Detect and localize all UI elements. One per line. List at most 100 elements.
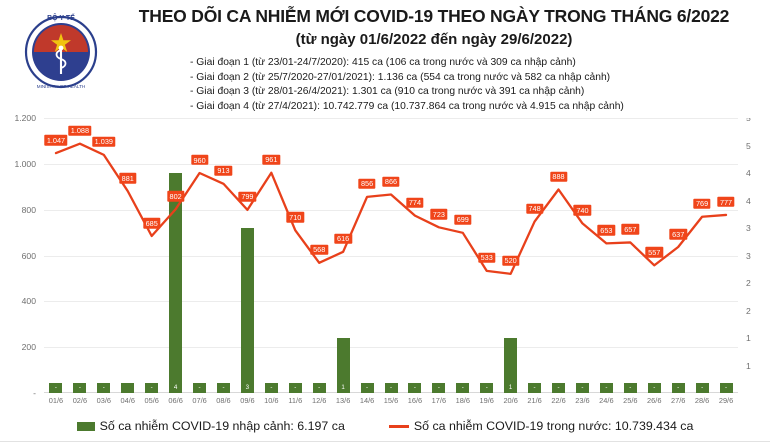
line-value-label: 710 xyxy=(286,212,304,223)
gridline xyxy=(44,209,738,211)
bar xyxy=(695,383,709,393)
x-tick-label: 20/6 xyxy=(503,396,518,405)
bar-value-label: - xyxy=(366,384,369,391)
line-series-domestic-cases xyxy=(54,142,728,275)
bar-value-label: - xyxy=(701,384,704,391)
gridline xyxy=(44,301,738,303)
bar xyxy=(97,383,111,393)
y-tick-left: 1.200 xyxy=(14,113,36,123)
bar-value-label: - xyxy=(581,384,584,391)
bar-value-label: - xyxy=(198,384,201,391)
line-value-label: 748 xyxy=(525,203,544,214)
note-phase-2: - Giai đoạn 2 (từ 25/7/2020-27/01/2021):… xyxy=(190,71,611,83)
bar xyxy=(504,338,518,393)
bar-value-label: - xyxy=(150,384,153,391)
bar-value-label: - xyxy=(389,384,393,391)
x-tick-label: 11/6 xyxy=(288,396,303,405)
y-tick-right: 4 xyxy=(746,168,751,178)
y-tick-left: 200 xyxy=(21,342,36,353)
line-value-label: 961 xyxy=(262,154,281,166)
bar xyxy=(360,383,374,393)
legend-label-entry-cases: Số ca nhiễm COVID-19 nhập cảnh: 6.197 ca xyxy=(99,419,345,433)
line-value-label: 960 xyxy=(190,154,209,166)
line-value-label: 1.047 xyxy=(44,134,68,146)
x-tick-label: 02/6 xyxy=(72,396,88,405)
bar-value-label: - xyxy=(270,384,273,391)
y-tick-right: 1 xyxy=(746,333,751,343)
y-tick-left: 1.000 xyxy=(14,158,36,169)
line-value-label: 568 xyxy=(310,244,328,256)
bar xyxy=(145,383,159,393)
bar xyxy=(169,173,183,393)
bar-value-label: - xyxy=(461,384,464,391)
gridline xyxy=(44,347,738,349)
bar xyxy=(73,383,87,393)
x-tick-label: 26/6 xyxy=(647,396,662,405)
bar-value-label: - xyxy=(653,384,656,391)
line-value-label: 699 xyxy=(454,214,472,226)
chart-legend: Số ca nhiễm COVID-19 nhập cảnh: 6.197 ca… xyxy=(0,419,770,433)
line-value-label: 769 xyxy=(693,198,711,210)
x-tick-label: 25/6 xyxy=(623,396,638,405)
x-tick-label: 05/6 xyxy=(144,396,159,405)
line-value-label: 802 xyxy=(166,190,185,202)
bar-value-label: - xyxy=(102,384,105,391)
line-path xyxy=(54,142,728,275)
bar xyxy=(456,383,470,393)
x-tick-label: 06/6 xyxy=(168,396,183,405)
x-tick-label: 29/6 xyxy=(718,396,734,405)
gridline xyxy=(44,163,738,165)
title-block: THEO DÕI CA NHIỄM MỚI COVID-19 THEO NGÀY… xyxy=(104,6,764,48)
bar xyxy=(216,383,230,393)
bar-value-label: - xyxy=(318,384,321,391)
bar xyxy=(312,383,326,393)
y-axis-left: - 200 400 600 800 1.000 1.200 xyxy=(0,113,40,398)
line-value-label: 913 xyxy=(214,165,233,177)
bar xyxy=(480,383,494,393)
gridline xyxy=(44,118,738,119)
x-tick-label: 01/6 xyxy=(48,396,64,405)
line-value-label: 616 xyxy=(334,233,352,245)
bar-value-label: - xyxy=(222,384,225,391)
legend-swatch-bar-icon xyxy=(76,421,95,431)
x-tick-label: 23/6 xyxy=(575,396,590,405)
y-tick-left: 800 xyxy=(21,204,36,215)
bar-value-label: 1 xyxy=(508,384,513,391)
bar xyxy=(408,383,422,393)
y-axis-right: - 1 1 2 2 3 3 4 4 5 5 xyxy=(742,118,770,393)
x-tick-label: 03/6 xyxy=(96,396,112,405)
line-value-label: 520 xyxy=(501,255,520,267)
bar-value-label: 1 xyxy=(341,384,345,391)
bar xyxy=(264,383,278,393)
notes-block: - Giai đoạn 1 (từ 23/01-24/7/2020): 415 … xyxy=(190,56,730,114)
y-tick-left: 400 xyxy=(21,296,36,307)
x-tick-label: 09/6 xyxy=(240,396,255,405)
bar-value-label: - xyxy=(437,384,440,391)
x-tick-label: 18/6 xyxy=(455,396,470,405)
bar xyxy=(528,383,542,393)
y-tick-right: 5 xyxy=(746,140,751,151)
x-tick-label: 13/6 xyxy=(335,396,351,405)
line-value-label: 685 xyxy=(143,217,161,229)
bar-value-label: - xyxy=(294,384,297,391)
bar-value-label: - xyxy=(605,384,608,391)
y-tick-right: 2 xyxy=(746,278,751,288)
x-tick-label: 19/6 xyxy=(479,396,494,405)
bar-value-label: - xyxy=(677,384,680,391)
x-tick-label: 07/6 xyxy=(192,396,207,405)
legend-item-entry-cases: Số ca nhiễm COVID-19 nhập cảnh: 6.197 ca xyxy=(76,419,345,433)
bar xyxy=(552,383,566,393)
line-value-label: 774 xyxy=(406,197,424,208)
line-value-label: 637 xyxy=(669,228,687,240)
y-tick-left: 600 xyxy=(21,250,36,261)
bar-value-label: - xyxy=(533,384,536,391)
line-value-label: 1.039 xyxy=(92,136,116,148)
line-value-label: 557 xyxy=(645,247,663,258)
x-tick-label: 21/6 xyxy=(527,396,542,405)
line-value-label: 1.088 xyxy=(68,125,92,136)
x-tick-label: 24/6 xyxy=(599,396,614,405)
bar-value-label: - xyxy=(629,384,632,391)
bar xyxy=(288,383,302,393)
line-value-label: 888 xyxy=(549,171,568,182)
